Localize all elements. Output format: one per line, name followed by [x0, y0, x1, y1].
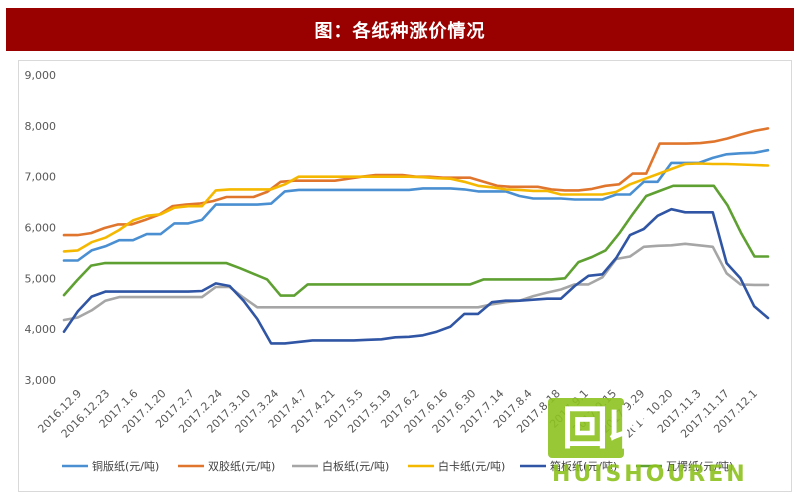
y-tick-label: 3,000 [25, 374, 57, 387]
legend-label: 铜版纸(元/吨) [92, 459, 159, 473]
watermark-big-text: 回收 [562, 401, 654, 455]
series-line [62, 148, 770, 262]
chart-frame [18, 60, 792, 492]
y-tick-label: 6,000 [25, 222, 57, 235]
y-tick-label: 9,000 [25, 69, 57, 82]
series-line [62, 162, 770, 253]
watermark-small-text: HUISHOUREN [552, 462, 748, 487]
legend-label: 瓦楞纸(元/吨) [666, 459, 733, 473]
legend-label: 双胶纸(元/吨) [208, 459, 275, 473]
series-line [62, 207, 770, 345]
legend-label: 白卡纸(元/吨) [438, 459, 505, 473]
series-line [62, 184, 770, 297]
y-tick-label: 7,000 [25, 171, 57, 184]
chart-title: 图：各纸种涨价情况 [314, 20, 486, 42]
y-tick-label: 5,000 [25, 272, 57, 285]
series-line [62, 127, 770, 237]
legend-label: 白板纸(元/吨) [322, 459, 389, 473]
y-tick-label: 8,000 [25, 120, 57, 133]
watermark-text: 回收 [562, 398, 654, 458]
series-line [62, 242, 770, 322]
y-tick-label: 4,000 [25, 323, 57, 336]
title-bar: 图：各纸种涨价情况 [6, 8, 794, 51]
watermark-logo-box [548, 398, 624, 458]
legend-label: 箱板纸(元/吨) [550, 459, 617, 473]
